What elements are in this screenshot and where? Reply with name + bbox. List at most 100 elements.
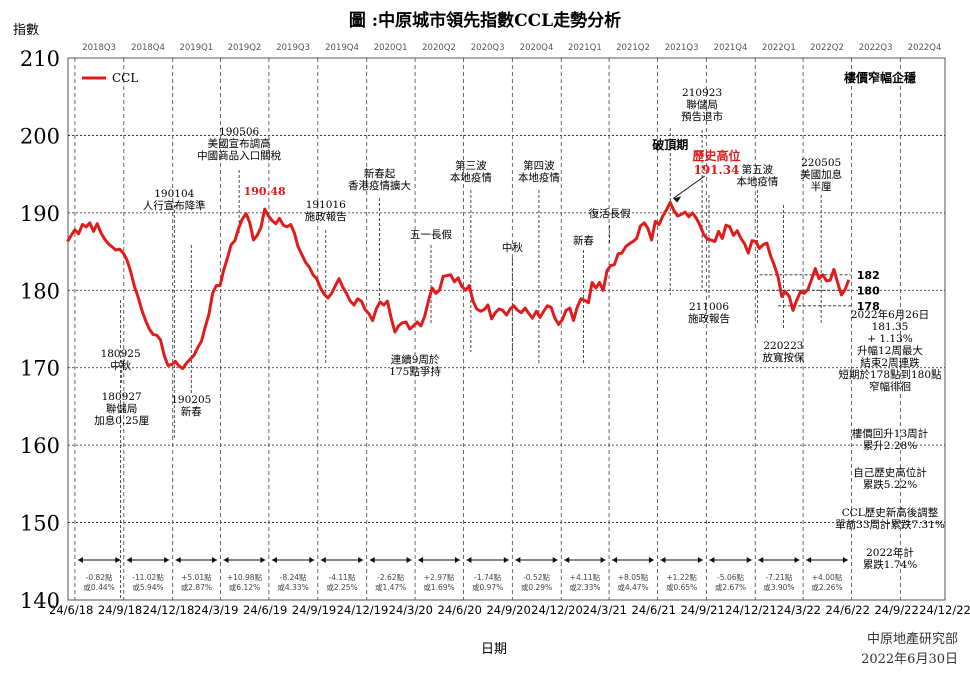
- quarter-arrowhead: [260, 557, 266, 563]
- quarter-arrowhead: [212, 557, 218, 563]
- quarter-change: -2.62點: [377, 572, 404, 582]
- quarter-change: +8.05點: [618, 572, 649, 582]
- event-label: 中秋: [502, 241, 523, 254]
- level-label: 182: [857, 269, 880, 282]
- x-tick-label: 24/12/18: [143, 603, 195, 617]
- quarter-label: 2021Q1: [568, 43, 602, 53]
- x-tick-label: 24/9/22: [874, 603, 918, 617]
- quarter-pct: 或4.47%: [617, 582, 648, 592]
- quarter-arrowhead: [358, 557, 364, 563]
- quarter-label: 2021Q2: [616, 43, 650, 53]
- x-tick-label: 24/3/20: [389, 603, 433, 617]
- level-label: 180: [857, 284, 880, 297]
- quarter-pct: 或4.33%: [277, 582, 308, 592]
- quarter-pct: 或1.69%: [423, 582, 454, 592]
- event-label: 211006: [689, 301, 729, 313]
- note-line: 單前33周計累跌7.31%: [835, 518, 945, 531]
- quarter-arrowhead: [175, 557, 181, 563]
- quarter-arrowhead: [794, 557, 800, 563]
- quarter-arrowhead: [309, 557, 315, 563]
- y-tick-label: 180: [20, 279, 60, 303]
- note-line: 短期於178點到180點: [838, 368, 942, 381]
- x-tick-label: 24/3/21: [583, 603, 627, 617]
- note-line: 窄幅徘徊: [869, 380, 911, 393]
- quarter-label: 2022Q4: [908, 43, 942, 53]
- quarter-arrowhead: [126, 557, 132, 563]
- quarter-arrowhead: [503, 557, 509, 563]
- note-line: 2022年6月26日: [851, 308, 929, 321]
- note-line: 181.35: [872, 321, 909, 333]
- quarter-arrowhead: [660, 557, 666, 563]
- event-label: 美國加息: [800, 168, 842, 181]
- quarter-change: -8.24點: [280, 572, 307, 582]
- x-tick-label: 24/6/20: [438, 603, 482, 617]
- quarter-label: 2022Q2: [810, 43, 844, 53]
- record-high-title: 歷史高位: [692, 148, 740, 163]
- y-tick-label: 190: [20, 202, 60, 226]
- x-tick-label: 24/6/21: [632, 603, 676, 617]
- quarter-arrowhead: [600, 557, 606, 563]
- quarter-label: 2020Q3: [471, 43, 505, 53]
- event-label: 190506: [219, 126, 259, 138]
- quarter-pct: 或2.26%: [811, 582, 842, 592]
- quarter-pct: 或3.90%: [763, 582, 794, 592]
- quarter-change: -0.82點: [86, 572, 113, 582]
- quarter-label: 2019Q3: [276, 43, 310, 53]
- event-label: 210923: [682, 87, 722, 99]
- x-tick-label: 24/9/18: [98, 603, 142, 617]
- quarter-label: 2022Q1: [762, 43, 796, 53]
- event-label: 第四波: [523, 159, 555, 172]
- quarter-arrowhead: [77, 557, 83, 563]
- peak-2019-label: 190.48: [244, 185, 286, 198]
- event-label: 五一長假: [410, 228, 452, 241]
- event-label: 施政報告: [688, 312, 730, 325]
- quarter-pct: 或0.44%: [83, 582, 114, 592]
- event-label: 191016: [306, 199, 346, 211]
- quarter-label: 2021Q4: [714, 43, 748, 53]
- event-label: 破頂期: [652, 137, 688, 152]
- record-high-value: 191.34: [693, 163, 739, 177]
- quarter-arrowhead: [466, 557, 472, 563]
- y-tick-label: 200: [20, 124, 60, 148]
- quarter-pct: 或5.94%: [132, 582, 163, 592]
- quarter-label: 2018Q3: [82, 43, 116, 53]
- quarter-change: +4.11點: [570, 572, 601, 582]
- quarter-arrowhead: [515, 557, 521, 563]
- y-axis-label: 指數: [13, 23, 39, 38]
- event-label: 180927: [102, 391, 142, 403]
- event-label: 半厘: [811, 180, 832, 193]
- note-line: 升幅12周最大: [857, 344, 923, 357]
- quarter-pct: 或2.25%: [326, 582, 357, 592]
- quarter-arrowhead: [709, 557, 715, 563]
- quarter-arrowhead: [418, 557, 424, 563]
- level-label: 178: [857, 300, 880, 313]
- series-line-ccl: [66, 201, 851, 370]
- event-label: 本地疫情: [736, 175, 778, 188]
- quarter-pct: 或0.29%: [521, 582, 552, 592]
- quarter-change: +5.01點: [181, 572, 212, 582]
- quarter-arrowhead: [406, 557, 412, 563]
- quarter-label: 2022Q3: [859, 43, 893, 53]
- event-label: 第三波: [455, 159, 487, 172]
- event-label: 施政報告: [305, 210, 347, 223]
- quarter-pct: 或0.65%: [666, 582, 697, 592]
- quarter-change: +4.00點: [812, 572, 843, 582]
- event-label: 新春: [181, 405, 202, 418]
- event-label: 香港疫情擴大: [348, 179, 411, 192]
- quarter-arrowhead: [552, 557, 558, 563]
- legend-label-ccl: CCL: [112, 71, 138, 85]
- note-line: + 1.13%: [867, 333, 913, 345]
- event-label: 190104: [154, 188, 194, 200]
- quarter-pct: 或2.33%: [569, 582, 600, 592]
- quarter-change: +10.98點: [227, 572, 263, 582]
- quarter-label: 2019Q1: [179, 43, 213, 53]
- x-tick-label: 24/6/22: [826, 603, 870, 617]
- x-tick-label: 24/12/19: [337, 603, 389, 617]
- event-label: 中秋: [110, 359, 131, 372]
- quarter-label: 2018Q4: [131, 43, 165, 53]
- note-line: 自己歷史高位計: [853, 466, 927, 479]
- quarter-arrowhead: [697, 557, 703, 563]
